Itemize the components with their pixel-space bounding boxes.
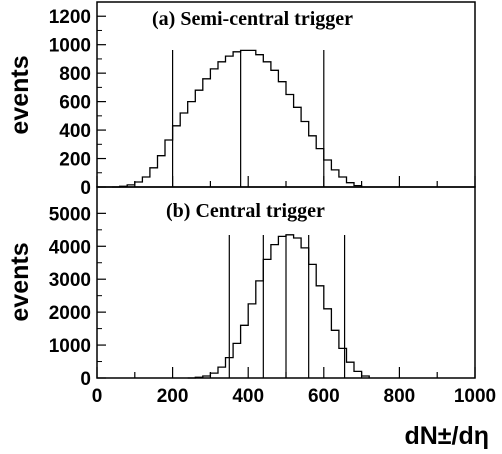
y-tick-label: 1000 [49, 36, 91, 57]
x-ticks: 0 200 400 600 800 1000 [92, 367, 496, 407]
x-tick-label: 200 [157, 386, 189, 407]
x-tick-label: 1000 [454, 386, 496, 407]
y-tick-label: 3000 [49, 270, 91, 291]
histogram-series [187, 234, 370, 379]
x-tick-label: 600 [308, 386, 340, 407]
y-tick-label: 200 [59, 150, 91, 171]
panel-title: (a) Semi-central trigger [152, 8, 353, 30]
y-ticks: 0 1000 2000 3000 4000 5000 [49, 204, 106, 390]
x-tick-label: 0 [92, 386, 103, 407]
panel-semi-central: (a) Semi-central trigger events 0 200 400 6… [6, 1, 476, 199]
x-tick-label: 400 [232, 386, 264, 407]
y-tick-label: 1000 [49, 336, 91, 357]
y-tick-label: 600 [59, 93, 91, 114]
centrality-cut-lines [172, 50, 325, 187]
y-ticks: 0 200 400 600 800 1000 1200 [49, 7, 106, 199]
y-tick-label: 400 [59, 121, 91, 142]
x-axis-title: dN±/dη [404, 422, 489, 450]
centrality-cut-lines [228, 235, 346, 378]
y-tick-label: 800 [59, 64, 91, 85]
x-ticks [96, 176, 476, 187]
y-tick-label: 1200 [49, 7, 91, 28]
y-axis-title: events [6, 55, 34, 134]
x-tick-label: 800 [384, 386, 416, 407]
y-axis-title: events [6, 242, 34, 321]
panel-title: (b) Central trigger [166, 200, 325, 222]
panel-central: (b) Central trigger events 0100020003000… [6, 186, 496, 450]
histogram-series [112, 49, 363, 188]
y-tick-label: 0 [80, 178, 91, 199]
y-tick-label: 2000 [49, 303, 91, 324]
y-tick-label: 5000 [49, 204, 91, 225]
y-tick-label: 0 [80, 369, 91, 390]
y-tick-label: 4000 [49, 237, 91, 258]
